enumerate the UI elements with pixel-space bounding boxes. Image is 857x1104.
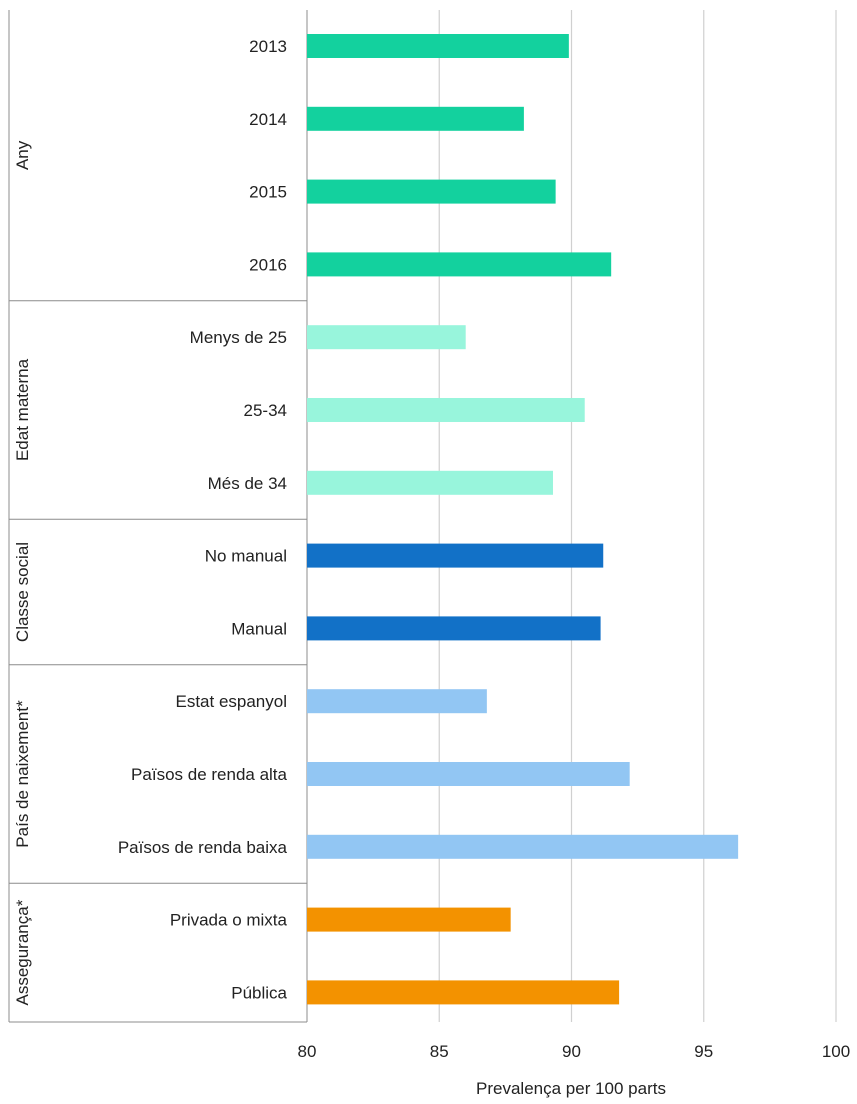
bar bbox=[307, 762, 630, 786]
bar bbox=[307, 470, 553, 495]
group-labels: Any Edat materna Classe social País de naix… bbox=[13, 140, 32, 1005]
category-label: Menys de 25 bbox=[190, 328, 287, 347]
bar bbox=[307, 252, 612, 277]
category-label: Manual bbox=[231, 619, 287, 638]
bar bbox=[307, 543, 604, 568]
category-label: 2014 bbox=[249, 110, 287, 129]
category-label: No manual bbox=[205, 547, 287, 566]
bar bbox=[307, 179, 556, 204]
category-label: Països de renda baixa bbox=[118, 838, 288, 857]
group-label: Edat materna bbox=[13, 358, 32, 461]
category-label: 2015 bbox=[249, 183, 287, 202]
bar bbox=[307, 325, 466, 350]
x-axis-ticks: 80 85 90 95 100 bbox=[298, 1042, 851, 1061]
bar bbox=[307, 907, 511, 932]
group-label: País de naixement* bbox=[13, 700, 32, 848]
category-label: 2013 bbox=[249, 37, 287, 56]
category-label: Privada o mixta bbox=[170, 911, 288, 930]
bar bbox=[307, 34, 569, 58]
category-label: Països de renda alta bbox=[131, 765, 287, 784]
x-tick-label: 80 bbox=[298, 1042, 317, 1061]
chart-frame bbox=[8, 10, 308, 1023]
bar bbox=[307, 398, 585, 422]
bar bbox=[307, 834, 739, 859]
x-tick-label: 95 bbox=[694, 1042, 713, 1061]
bar bbox=[307, 689, 487, 714]
group-label: Any bbox=[13, 140, 32, 170]
x-tick-label: 85 bbox=[430, 1042, 449, 1061]
bar bbox=[307, 980, 620, 1005]
group-label: Classe social bbox=[13, 542, 32, 642]
category-labels: 2013 2014 2015 2016 Menys de 25 25-34 Més de 3… bbox=[118, 37, 288, 1002]
bars bbox=[307, 34, 739, 1005]
x-tick-label: 90 bbox=[562, 1042, 581, 1061]
category-label: 2016 bbox=[249, 255, 287, 274]
category-label: 25-34 bbox=[244, 401, 287, 420]
category-label: Estat espanyol bbox=[175, 692, 287, 711]
group-label: Assegurança* bbox=[13, 899, 32, 1005]
category-label: Més de 34 bbox=[208, 474, 287, 493]
bar bbox=[307, 616, 601, 641]
category-label: Pública bbox=[231, 983, 287, 1002]
gridlines bbox=[438, 10, 837, 1022]
x-tick-label: 100 bbox=[822, 1042, 850, 1061]
bar bbox=[307, 106, 524, 131]
x-axis-title: Prevalença per 100 parts bbox=[476, 1079, 666, 1098]
